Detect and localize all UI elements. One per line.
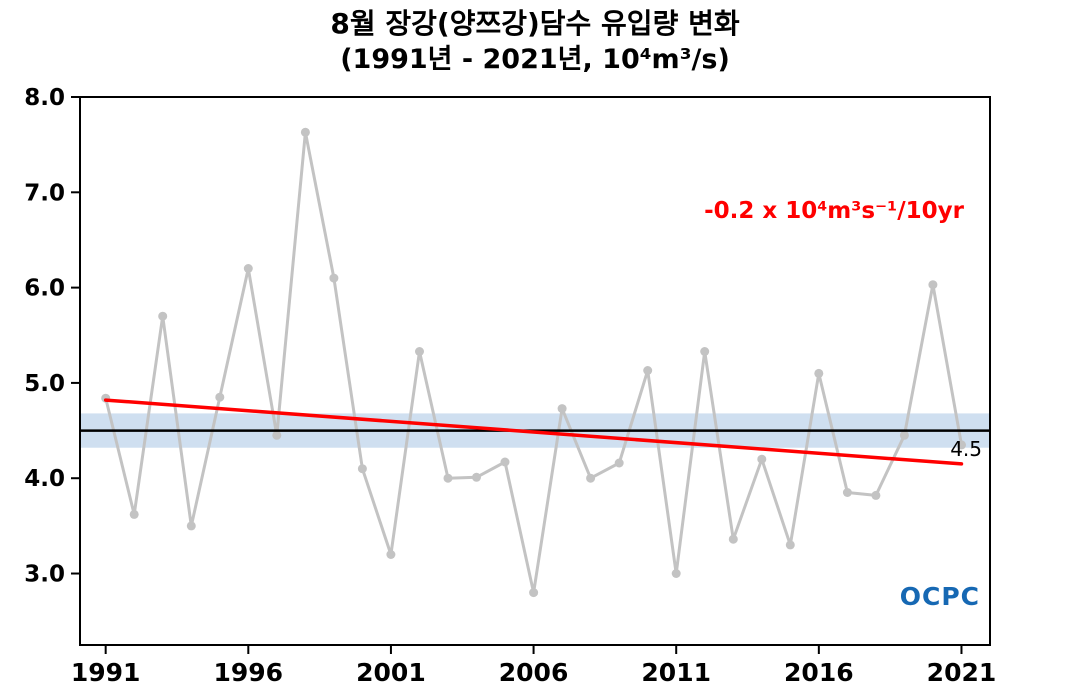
y-tick-label: 8.0	[24, 85, 65, 111]
data-point	[300, 127, 310, 137]
ocpc-logo: OCPC	[899, 582, 980, 611]
chart-title-line2: (1991년 - 2021년, 10⁴m³/s)	[340, 44, 730, 75]
y-tick-label: 7.0	[24, 180, 65, 206]
x-tick-label: 2016	[784, 658, 854, 687]
data-point	[728, 534, 738, 544]
data-point	[814, 368, 824, 378]
trend-line	[103, 398, 964, 466]
data-point	[529, 588, 539, 598]
data-point	[243, 264, 253, 273]
data-point	[643, 366, 653, 375]
data-point	[415, 347, 424, 356]
y-tick-label: 5.0	[24, 371, 65, 397]
data-point	[928, 280, 938, 290]
trend-annotation: -0.2 x 10⁴m³s⁻¹/10yr	[704, 198, 964, 224]
data-point	[899, 430, 909, 440]
x-tick-label: 1991	[71, 658, 141, 687]
data-point	[186, 521, 196, 531]
x-tick-label: 2001	[356, 658, 426, 687]
data-point	[272, 430, 282, 440]
data-point	[443, 473, 453, 483]
x-tick-label: 2006	[499, 658, 569, 687]
mean-value-label: 4.5	[950, 437, 982, 461]
x-tick-label: 2021	[927, 658, 997, 687]
data-point	[386, 550, 396, 559]
data-point	[671, 569, 681, 578]
data-point	[329, 273, 339, 283]
chart-title: 8월 장강(양쯔강)담수 유입량 변화 (1991년 - 2021년, 10⁴m…	[0, 6, 1070, 78]
data-point	[957, 440, 966, 450]
data-point	[500, 457, 510, 467]
data-point	[472, 472, 481, 482]
data-point	[842, 488, 852, 497]
data-point	[158, 311, 168, 321]
data-point	[871, 490, 881, 500]
chart-title-line1: 8월 장강(양쯔강)담수 유입량 변화	[330, 7, 740, 40]
data-point	[757, 454, 767, 464]
x-tick-label: 1996	[214, 658, 284, 687]
y-tick-label: 6.0	[24, 276, 65, 302]
data-point	[785, 540, 795, 550]
data-point	[614, 458, 624, 468]
data-point	[700, 347, 710, 356]
x-tick-label: 2011	[641, 658, 711, 687]
data-point	[557, 404, 567, 414]
data-point	[129, 509, 139, 519]
plot-frame	[79, 96, 991, 646]
data-point	[586, 473, 596, 483]
data-point	[215, 392, 225, 402]
data-point	[357, 464, 367, 474]
y-tick-label: 4.0	[24, 466, 65, 492]
y-tick-label: 3.0	[24, 562, 65, 588]
